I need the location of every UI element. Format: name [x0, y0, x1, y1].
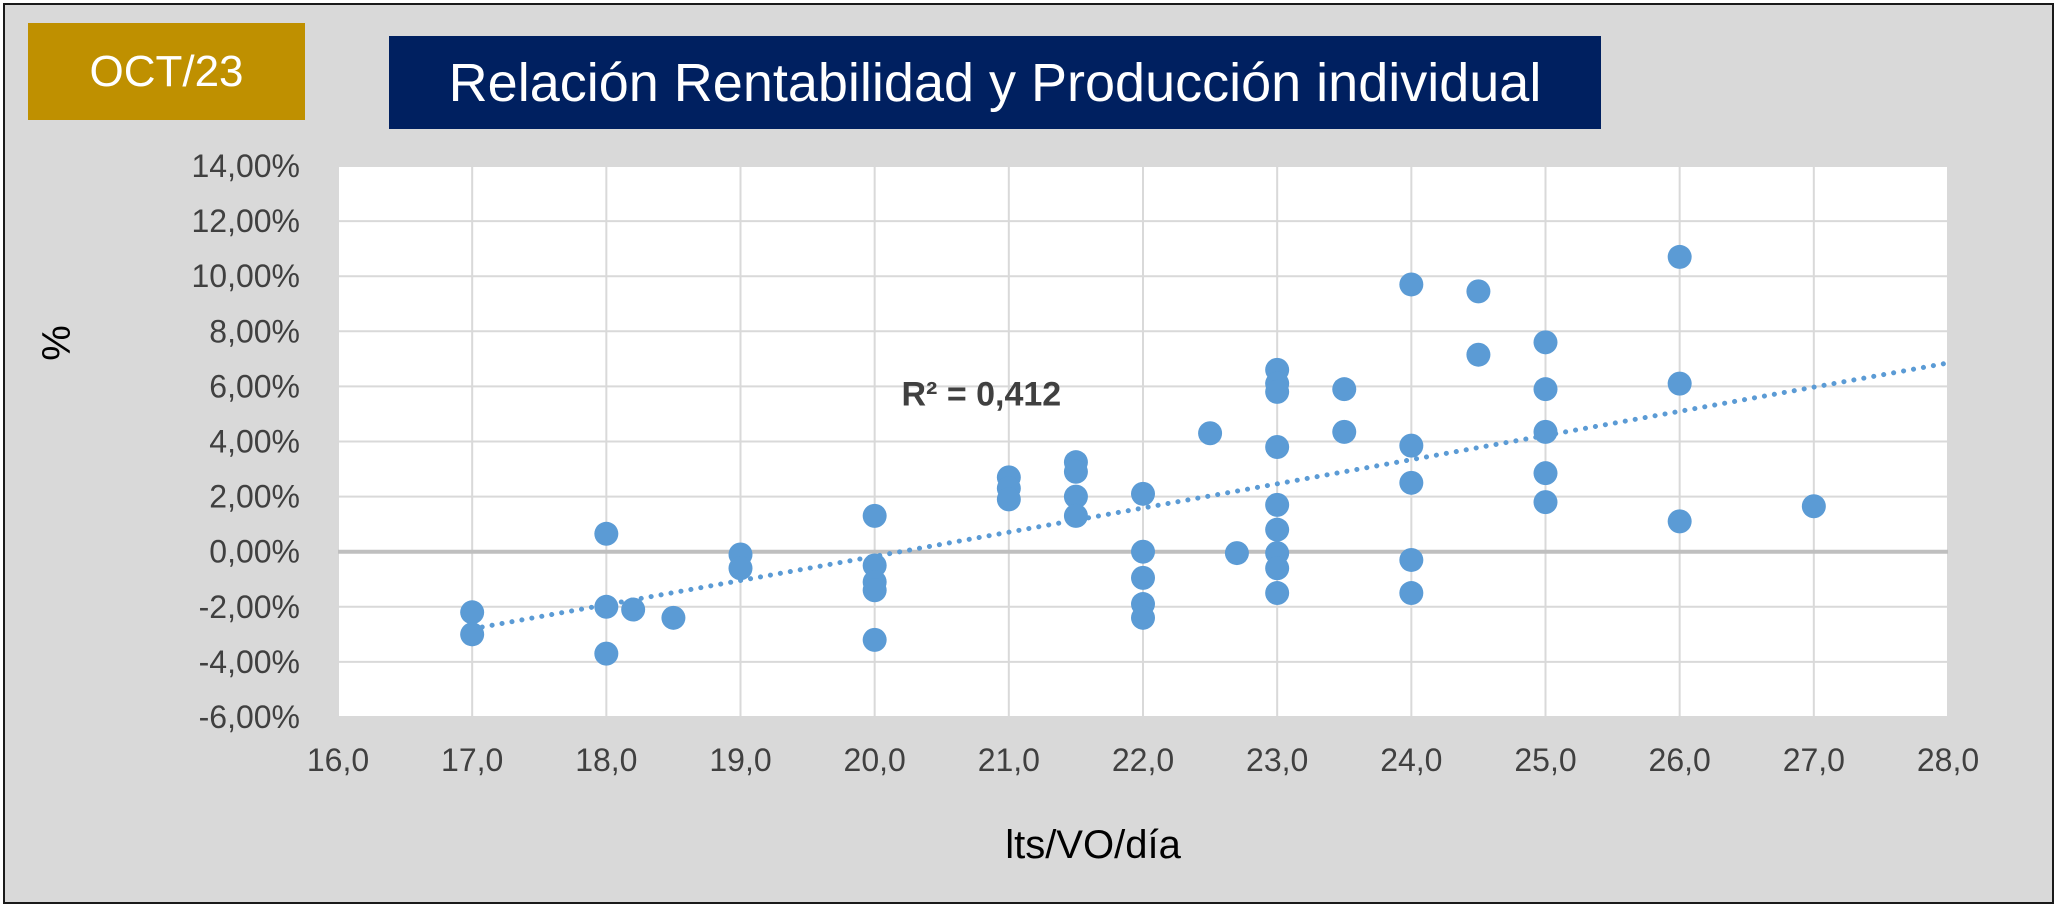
- data-point: [862, 553, 887, 578]
- x-tick-label: 23,0: [1246, 742, 1308, 778]
- r-squared-label: R² = 0,412: [902, 376, 1062, 414]
- x-tick-label: 22,0: [1112, 742, 1174, 778]
- data-point: [1224, 541, 1249, 566]
- x-tick-label: 16,0: [307, 742, 369, 778]
- x-tick-labels: 16,0 17,0 18,0 19,0 20,0 21,0 22,0 23,0 24,0 25,0…: [307, 742, 1979, 778]
- data-point: [594, 594, 619, 619]
- data-point: [862, 627, 887, 652]
- data-point: [1131, 565, 1155, 590]
- data-point: [661, 605, 686, 630]
- data-point: [862, 503, 887, 528]
- y-tick-labels: -6,00% -4,00% -2,00% 0,00% 2,00% 4,00% 6,00% 8,…: [191, 148, 300, 735]
- x-tick-label: 28,0: [1917, 742, 1979, 778]
- data-point: [1265, 556, 1290, 581]
- data-point: [1801, 494, 1826, 519]
- data-point: [460, 622, 485, 647]
- data-point: [1265, 379, 1290, 404]
- data-point: [1399, 433, 1424, 458]
- y-tick-label: 10,00%: [191, 258, 300, 294]
- trendline: [469, 360, 1951, 632]
- period-badge: OCT/23: [28, 23, 305, 120]
- trendline-path: [469, 360, 1951, 632]
- data-point: [1265, 435, 1290, 460]
- data-point: [1533, 330, 1558, 355]
- data-point: [1667, 509, 1692, 534]
- x-tick-label: 18,0: [575, 742, 637, 778]
- data-point: [621, 597, 646, 622]
- data-point: [1667, 244, 1692, 269]
- data-point: [728, 556, 753, 581]
- y-tick-label: 2,00%: [209, 479, 300, 515]
- data-point: [1265, 581, 1290, 606]
- data-point: [1466, 279, 1491, 304]
- x-tick-label: 21,0: [978, 742, 1040, 778]
- data-point: [1533, 419, 1558, 444]
- x-tick-label: 27,0: [1783, 742, 1845, 778]
- data-point: [1466, 342, 1491, 367]
- y-tick-label: -2,00%: [199, 589, 300, 625]
- data-points: [460, 244, 1826, 666]
- data-point: [1399, 272, 1424, 297]
- x-tick-label: 19,0: [709, 742, 771, 778]
- y-tick-label: 14,00%: [191, 148, 300, 184]
- data-point: [862, 578, 887, 603]
- data-point: [1399, 470, 1424, 495]
- data-point: [996, 487, 1021, 512]
- data-point: [1131, 605, 1155, 630]
- data-point: [1533, 490, 1558, 515]
- y-tick-label: 0,00%: [209, 534, 300, 570]
- data-point: [1063, 484, 1088, 509]
- y-tick-label: -6,00%: [199, 699, 300, 735]
- data-point: [1332, 377, 1357, 402]
- x-tick-label: 17,0: [441, 742, 503, 778]
- y-tick-label: 4,00%: [209, 424, 300, 460]
- data-point: [1399, 581, 1424, 606]
- x-axis-title: lts/VO/día: [1005, 823, 1181, 867]
- data-point: [1533, 377, 1558, 402]
- annotations: R² = 0,412: [902, 376, 1062, 414]
- chart-title: Relación Rentabilidad y Producción indiv…: [389, 36, 1601, 129]
- y-tick-label: 8,00%: [209, 313, 300, 349]
- data-point: [1063, 503, 1088, 528]
- data-point: [1265, 517, 1290, 542]
- data-point: [1198, 421, 1223, 446]
- period-badge-label: OCT/23: [89, 46, 244, 96]
- data-point: [1265, 492, 1290, 517]
- data-point: [1131, 539, 1155, 564]
- chart-title-text: Relación Rentabilidad y Producción indiv…: [448, 52, 1542, 113]
- data-point: [1332, 419, 1357, 444]
- x-tick-label: 20,0: [844, 742, 906, 778]
- data-point: [1399, 547, 1424, 572]
- data-point: [460, 600, 485, 625]
- data-point: [594, 521, 619, 546]
- y-tick-label: 6,00%: [209, 368, 300, 404]
- x-tick-label: 24,0: [1380, 742, 1442, 778]
- x-tick-label: 25,0: [1514, 742, 1576, 778]
- y-tick-label: -4,00%: [199, 644, 300, 680]
- data-point: [594, 641, 619, 666]
- y-tick-label: 12,00%: [191, 203, 300, 239]
- y-axis-title: %: [35, 325, 79, 361]
- data-point: [1063, 459, 1088, 484]
- data-point: [1667, 371, 1692, 396]
- data-point: [1131, 481, 1155, 506]
- data-point: [1533, 461, 1558, 486]
- x-tick-label: 26,0: [1649, 742, 1711, 778]
